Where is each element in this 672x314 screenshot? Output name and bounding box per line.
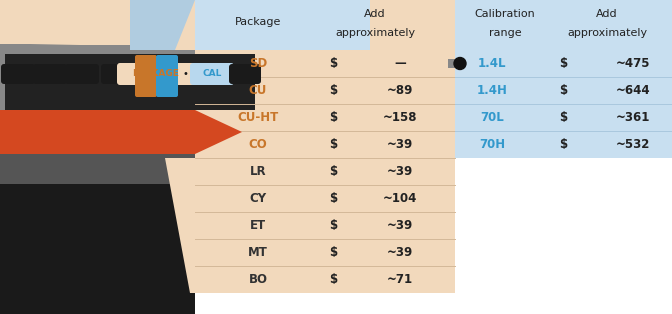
Text: MT: MT [248,246,268,259]
Text: ET: ET [250,219,266,232]
Text: $: $ [559,84,567,97]
Text: BO: BO [249,273,267,286]
Text: CU: CU [249,84,267,97]
Text: ~158: ~158 [383,111,417,124]
Polygon shape [0,184,195,314]
Polygon shape [5,96,255,110]
FancyBboxPatch shape [117,63,195,85]
Text: CY: CY [249,192,267,205]
Text: $: $ [329,273,337,286]
Text: CO: CO [249,138,267,151]
Text: Calibration: Calibration [474,9,536,19]
FancyBboxPatch shape [190,63,234,85]
Text: $: $ [559,111,567,124]
Text: ~104: ~104 [383,192,417,205]
Text: ~39: ~39 [387,138,413,151]
Text: range: range [489,28,521,38]
Polygon shape [195,0,455,293]
FancyBboxPatch shape [33,64,67,84]
Polygon shape [455,0,672,158]
Text: 1.4H: 1.4H [476,84,507,97]
Text: $: $ [329,84,337,97]
Text: 1.4L: 1.4L [478,57,506,70]
Text: $: $ [559,138,567,151]
Polygon shape [130,0,195,50]
Circle shape [454,57,466,69]
Polygon shape [0,0,195,45]
Text: $: $ [329,111,337,124]
Text: ~39: ~39 [387,165,413,178]
Text: approximately: approximately [335,28,415,38]
Text: ~39: ~39 [387,219,413,232]
Text: ~644: ~644 [616,84,650,97]
Text: ~361: ~361 [616,111,650,124]
Polygon shape [0,110,242,154]
Text: $: $ [329,219,337,232]
Polygon shape [0,0,195,50]
Text: 70L: 70L [480,111,504,124]
FancyBboxPatch shape [135,55,157,97]
FancyBboxPatch shape [65,64,99,84]
FancyBboxPatch shape [229,64,261,84]
Polygon shape [0,184,195,314]
Polygon shape [165,158,195,293]
Text: CU-HT: CU-HT [237,111,279,124]
Text: ~89: ~89 [387,84,413,97]
Text: $: $ [329,57,337,70]
Text: Package: Package [235,17,281,27]
Text: $: $ [329,138,337,151]
Text: $: $ [329,165,337,178]
FancyBboxPatch shape [156,55,178,97]
Text: 70H: 70H [479,138,505,151]
Text: SD: SD [249,57,267,70]
Text: •: • [182,69,188,79]
Text: $: $ [329,192,337,205]
FancyBboxPatch shape [101,64,127,84]
Text: —: — [394,57,406,70]
Polygon shape [195,0,370,50]
Polygon shape [5,54,255,96]
Text: ~71: ~71 [387,273,413,286]
Text: approximately: approximately [567,28,647,38]
Polygon shape [0,0,195,314]
Text: CAL: CAL [202,69,222,78]
Text: ~475: ~475 [616,57,650,70]
Text: ~39: ~39 [387,246,413,259]
Text: $: $ [329,246,337,259]
Text: LR: LR [250,165,266,178]
Text: Add: Add [596,9,618,19]
FancyBboxPatch shape [1,64,35,84]
Polygon shape [0,154,195,314]
Text: ~532: ~532 [616,138,650,151]
Text: Add: Add [364,9,386,19]
Text: $: $ [559,57,567,70]
Text: PACKAGE: PACKAGE [132,69,179,78]
